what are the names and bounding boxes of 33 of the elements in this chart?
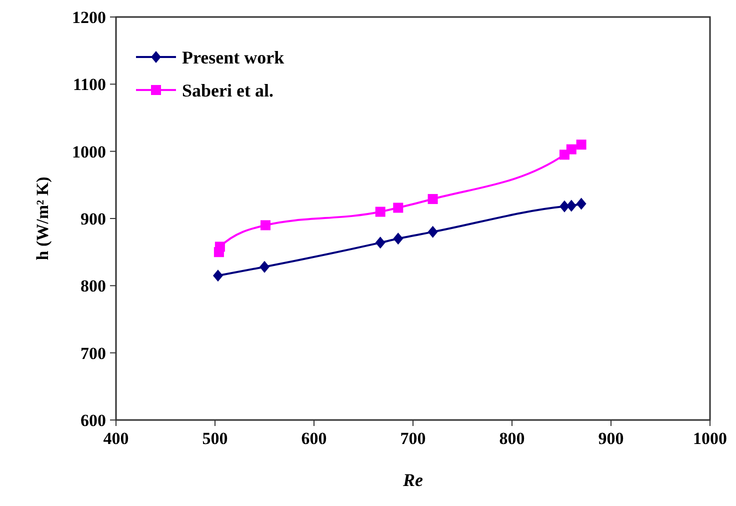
y-tick-label: 600	[80, 410, 106, 430]
point	[375, 236, 386, 249]
point	[260, 220, 270, 230]
point	[260, 260, 270, 273]
point	[428, 194, 438, 204]
point	[566, 200, 576, 212]
y-tick-label: 700	[80, 344, 106, 363]
x-tick-label: 500	[202, 429, 228, 448]
y-tick-label: 800	[80, 276, 106, 296]
point	[559, 200, 570, 212]
x-axis-title: Re	[402, 470, 424, 490]
point	[576, 140, 586, 150]
point	[375, 206, 386, 217]
point	[428, 226, 438, 238]
x-tick-label: 800	[499, 429, 525, 448]
x-tick-label: 700	[400, 429, 426, 448]
x-tick-label: 900	[598, 429, 624, 448]
point	[393, 232, 404, 245]
legend-label: Saberi et al.	[182, 80, 274, 100]
y-tick-label: 900	[80, 209, 106, 228]
point	[393, 202, 404, 213]
point	[566, 144, 576, 154]
y-tick-label: 1100	[72, 75, 106, 94]
point	[576, 198, 586, 210]
point	[214, 242, 225, 252]
x-tick-label: 400	[103, 429, 129, 448]
y-axis-title: h (W/m² K)	[33, 176, 52, 260]
y-tick-label: 1000	[72, 142, 106, 162]
x-tick-label: 600	[301, 429, 327, 448]
legend-label: Present work	[182, 47, 284, 68]
point	[212, 270, 223, 282]
y-tick-label: 1200	[72, 8, 106, 27]
x-tick-label: 1000	[693, 429, 727, 448]
